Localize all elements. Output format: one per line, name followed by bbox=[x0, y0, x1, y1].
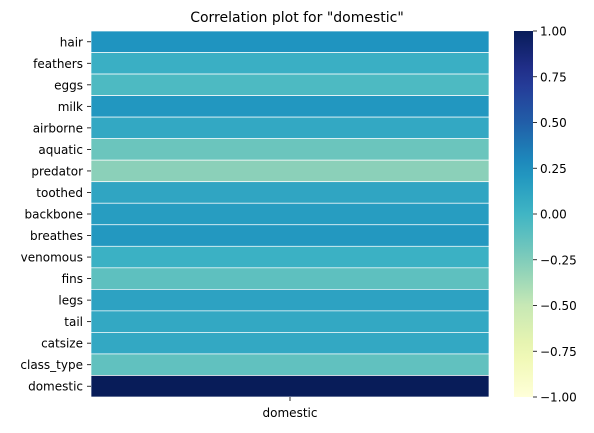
row-label-hair: hair bbox=[60, 35, 83, 49]
row-label-backbone: backbone bbox=[25, 208, 83, 222]
heatmap-cells bbox=[90, 30, 490, 398]
heatmap-cell-legs bbox=[90, 289, 490, 312]
heatmap-cell-domestic bbox=[90, 375, 490, 398]
colorbar-tick-label: −0.25 bbox=[540, 253, 577, 267]
row-label-predator: predator bbox=[31, 164, 83, 178]
row-label-toothed: toothed bbox=[36, 186, 83, 200]
row-label-class_type: class_type bbox=[20, 358, 83, 372]
colorbar-ticks: 1.00 0.75 0.50 0.25 0.00 −0.25 −0.50 −0.75 −1.00 bbox=[533, 25, 577, 405]
column-label-domestic: domestic bbox=[263, 406, 318, 420]
heatmap-cell-milk bbox=[90, 95, 490, 118]
heatmap-cell-breathes bbox=[90, 224, 490, 247]
heatmap-cell-tail bbox=[90, 310, 490, 333]
row-label-venomous: venomous bbox=[21, 251, 83, 265]
heatmap-cell-fins bbox=[90, 267, 490, 290]
row-label-legs: legs bbox=[58, 294, 83, 308]
row-label-fins: fins bbox=[62, 272, 83, 286]
heatmap-cell-eggs bbox=[90, 73, 490, 96]
row-label-eggs: eggs bbox=[54, 78, 83, 92]
colorbar-tick-label: 0.75 bbox=[540, 70, 567, 84]
heatmap-cell-airborne bbox=[90, 116, 490, 139]
row-label-aquatic: aquatic bbox=[38, 143, 83, 157]
heatmap-cell-venomous bbox=[90, 245, 490, 269]
row-label-domestic: domestic bbox=[28, 380, 83, 394]
heatmap-cell-toothed bbox=[90, 181, 490, 204]
colorbar-tick-label: 0.50 bbox=[540, 116, 567, 130]
row-label-milk: milk bbox=[58, 100, 83, 114]
heatmap-cell-catsize bbox=[90, 332, 490, 355]
heatmap-cell-predator bbox=[90, 159, 490, 183]
colorbar-tick-label: 0.25 bbox=[540, 162, 567, 176]
colorbar-tick-label: −1.00 bbox=[540, 391, 577, 405]
colorbar bbox=[514, 31, 533, 397]
row-label-catsize: catsize bbox=[41, 337, 83, 351]
heatmap-cell-hair bbox=[90, 30, 490, 53]
chart-title: Correlation plot for "domestic" bbox=[190, 10, 404, 26]
colorbar-tick-label: −0.50 bbox=[540, 299, 577, 313]
heatmap-cell-feathers bbox=[90, 52, 490, 75]
row-label-feathers: feathers bbox=[33, 57, 83, 71]
row-label-airborne: airborne bbox=[33, 121, 83, 135]
colorbar-tick-label: 0.00 bbox=[540, 208, 567, 222]
row-label-breathes: breathes bbox=[30, 229, 83, 243]
heatmap-cell-backbone bbox=[90, 202, 490, 226]
row-labels: hair feathers eggs milk airborne aquatic preda… bbox=[20, 35, 91, 394]
colorbar-tick-label: 1.00 bbox=[540, 25, 567, 39]
heatmap-cell-class_type bbox=[90, 353, 490, 376]
column-labels: domestic bbox=[263, 397, 318, 420]
colorbar-tick-label: −0.75 bbox=[540, 345, 577, 359]
row-label-tail: tail bbox=[64, 315, 83, 329]
heatmap-cell-aquatic bbox=[90, 138, 490, 161]
